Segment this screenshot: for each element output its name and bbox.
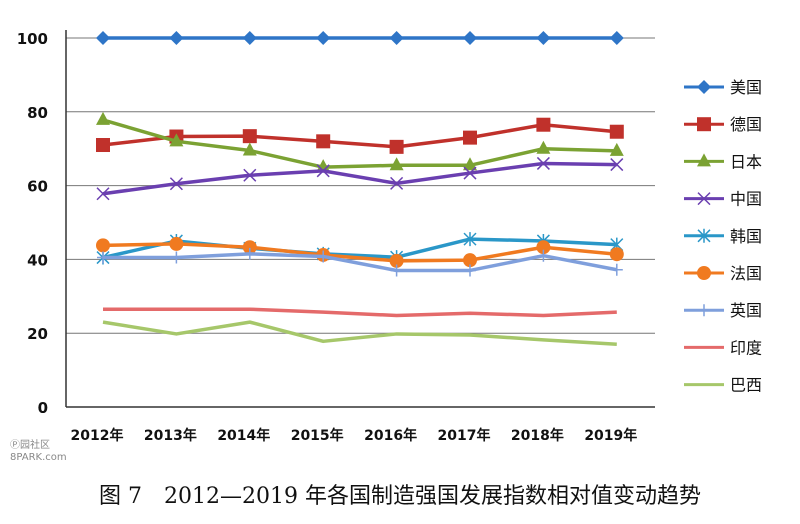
- data-point: [96, 138, 110, 153]
- line-chart: 0 20 40 60 80 100 2012年 2013年 2014年 2015年 2016年 201…: [17, 30, 762, 444]
- y-tick-label: 40: [27, 251, 48, 269]
- x-tick-label: 2013年: [144, 427, 197, 444]
- data-point: [463, 130, 477, 145]
- data-point: [96, 238, 110, 253]
- data-point: [242, 240, 257, 255]
- data-point: [536, 117, 551, 132]
- x-tick-label: 2016年: [364, 427, 417, 444]
- data-point: [169, 236, 184, 251]
- data-point: [463, 31, 477, 45]
- data-point: [389, 139, 404, 154]
- data-point: [243, 168, 257, 182]
- data-point: [316, 164, 330, 178]
- data-point: [170, 251, 183, 264]
- data-point: [610, 263, 623, 276]
- legend-label: 中国: [730, 190, 762, 209]
- watermark-line: 8PARK.com: [10, 452, 67, 463]
- data-point: [610, 158, 624, 172]
- data-point: [609, 247, 624, 262]
- legend-marker: [697, 117, 711, 132]
- legend-label: 印度: [730, 338, 762, 357]
- legend-label: 英国: [730, 301, 762, 320]
- x-tick-label: 2015年: [291, 427, 344, 444]
- data-point: [97, 251, 109, 264]
- data-point: [390, 264, 403, 277]
- data-point: [390, 176, 404, 190]
- data-point: [96, 31, 110, 45]
- legend-marker: [697, 153, 711, 167]
- legend-label: 巴西: [730, 376, 762, 395]
- series-line: [103, 307, 617, 318]
- data-point: [536, 140, 551, 154]
- data-point: [96, 111, 110, 125]
- series-line: [102, 237, 617, 260]
- legend-marker: [697, 80, 711, 94]
- watermark: Ⓟ园社区 8PARK.com: [10, 440, 67, 464]
- watermark-line: Ⓟ园社区: [10, 440, 50, 451]
- legend-marker: [698, 304, 710, 317]
- x-tick-label: 2014年: [217, 427, 270, 444]
- y-tick-label: 20: [27, 325, 48, 343]
- legend-label: 美国: [730, 78, 762, 97]
- data-point: [536, 240, 551, 255]
- data-point: [317, 250, 330, 263]
- legend-label: 德国: [730, 115, 762, 134]
- data-point: [243, 247, 256, 260]
- data-point: [463, 232, 477, 247]
- y-tick-label: 0: [38, 399, 48, 417]
- data-point: [169, 133, 184, 147]
- x-tick-label: 2018年: [511, 427, 564, 444]
- data-point: [389, 31, 404, 45]
- data-point: [96, 187, 110, 201]
- series-line: [102, 242, 617, 263]
- data-point: [609, 31, 624, 45]
- series-line: [103, 252, 618, 273]
- data-point: [169, 31, 184, 45]
- series-line: [102, 118, 617, 169]
- legend-marker: [697, 192, 711, 206]
- figure-caption: 图 7 2012—2019 年各国制造强国发展指数相对值变动趋势: [99, 484, 701, 509]
- data-point: [609, 142, 624, 156]
- data-point: [242, 142, 257, 156]
- data-point: [464, 264, 476, 277]
- data-point: [242, 31, 257, 45]
- data-point: [463, 166, 477, 180]
- data-point: [463, 157, 477, 171]
- data-point: [242, 129, 257, 144]
- legend-marker: [697, 266, 711, 280]
- series-line: [102, 320, 617, 347]
- data-point: [536, 31, 551, 45]
- data-point: [169, 177, 183, 191]
- data-point: [389, 157, 404, 171]
- data-point: [537, 249, 550, 262]
- series-line: [102, 161, 617, 196]
- data-point: [316, 31, 331, 45]
- data-point: [316, 134, 331, 149]
- y-tick-label: 100: [17, 30, 48, 48]
- legend-marker: [697, 228, 711, 243]
- data-point: [536, 156, 550, 170]
- legend-label: 日本: [730, 152, 762, 171]
- y-tick-label: 60: [27, 178, 48, 196]
- x-tick-label: 2012年: [71, 427, 124, 444]
- data-point: [389, 253, 404, 268]
- series-line: [102, 122, 617, 149]
- legend-label: 韩国: [730, 227, 762, 246]
- x-tick-label: 2017年: [438, 427, 491, 444]
- data-point: [316, 159, 331, 173]
- y-tick-label: 80: [27, 104, 48, 122]
- x-tick-label: 2019年: [584, 427, 637, 444]
- data-point: [609, 124, 624, 139]
- legend-label: 法国: [730, 264, 762, 283]
- data-point: [463, 253, 477, 268]
